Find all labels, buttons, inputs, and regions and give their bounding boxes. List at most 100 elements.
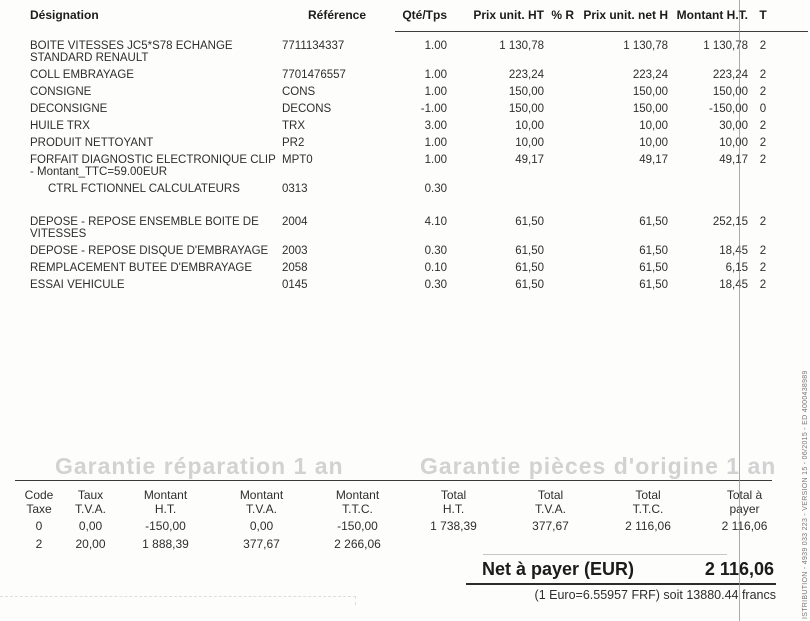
- line-tax-code: [748, 183, 778, 195]
- line-amount-ht: 18,45: [719, 279, 748, 291]
- header-underline: [395, 31, 808, 32]
- table-row: ESSAI VEHICULE 0145 0.30 61,50 61,50 18,…: [30, 279, 778, 291]
- line-reference: TRX: [282, 120, 305, 132]
- summary-total-ttc: [599, 537, 697, 551]
- summary-column-header: Total T.V.A.: [535, 488, 566, 516]
- line-qty: 0.10: [424, 262, 447, 274]
- line-amount-ht: 6,15: [725, 262, 748, 274]
- line-discount: [544, 86, 574, 98]
- summary-montant-tva: 377,67: [243, 537, 280, 551]
- line-reference: 2058: [282, 262, 308, 274]
- line-amount-ht: 252,15: [712, 216, 748, 228]
- table-row: HUILE TRX TRX 3.00 10,00 10,00 30,00 2: [30, 120, 778, 132]
- line-price-unit-ht: 223,24: [508, 69, 544, 81]
- column-header-price-unit-ht: Prix unit. HT: [473, 8, 544, 22]
- column-header-tax: T: [759, 8, 767, 22]
- line-price-unit-ht: 61,50: [515, 216, 544, 228]
- line-price-unit-ht: 150,00: [508, 86, 544, 98]
- summary-column-header: Total à payer: [727, 488, 763, 516]
- line-price-net: 61,50: [639, 245, 668, 257]
- line-qty: 3.00: [424, 120, 447, 132]
- line-tax-code: 2: [759, 216, 767, 228]
- line-discount: [544, 69, 574, 81]
- summary-total-tva: 377,67: [532, 519, 569, 533]
- line-reference: 0313: [282, 183, 308, 195]
- net-a-payer-row: Net à payer (EUR) 2 116,06: [466, 555, 776, 585]
- line-tax-code: 2: [759, 86, 767, 98]
- line-designation: DEPOSE - REPOSE DISQUE D'EMBRAYAGE: [30, 245, 269, 257]
- line-tax-code: 2: [759, 120, 767, 132]
- table-row: COLL EMBRAYAGE 7701476557 1.00 223,24 22…: [30, 69, 778, 81]
- line-tax-code: 2: [759, 137, 767, 149]
- line-amount-ht: 223,24: [712, 69, 748, 81]
- column-header-discount: % R: [551, 8, 574, 22]
- line-price-net: 10,00: [639, 120, 668, 132]
- summary-column-header: Montant T.V.A.: [239, 488, 284, 516]
- line-price-net: 10,00: [639, 137, 668, 149]
- column-header-amount-ht: Montant H.T.: [676, 8, 748, 22]
- line-tax-code: 2: [759, 245, 767, 257]
- line-price-net: [574, 183, 668, 195]
- line-price-net: 223,24: [632, 69, 668, 81]
- line-price-unit-ht: 150,00: [508, 103, 544, 115]
- summary-montant-ttc: -150,00: [337, 519, 378, 533]
- line-price-unit-ht: 61,50: [515, 245, 544, 257]
- table-row: CONSIGNE CONS 1.00 150,00 150,00 150,00 …: [30, 86, 778, 98]
- line-discount: [544, 103, 574, 115]
- line-reference: PR2: [282, 137, 305, 149]
- line-discount: [544, 245, 574, 257]
- line-price-net: 61,50: [639, 216, 668, 228]
- line-reference: CONS: [282, 86, 316, 98]
- franc-conversion-note: (1 Euro=6.55957 FRF) soit 13880.44 franc…: [534, 588, 776, 602]
- line-discount: [544, 137, 574, 149]
- summary-column-header: Montant T.T.C.: [335, 488, 380, 516]
- line-reference: 7711134337: [282, 40, 345, 52]
- line-price-unit-ht: 10,00: [515, 137, 544, 149]
- summary-total-ttc: 2 116,06: [625, 519, 671, 533]
- line-discount: [544, 120, 574, 132]
- column-header-qty: Qté/Tps: [402, 8, 447, 22]
- summary-montant-ttc: 2 266,06: [334, 537, 381, 551]
- line-qty: 1.00: [424, 137, 447, 149]
- summary-column-header: Montant H.T.: [143, 488, 188, 516]
- table-row: DEPOSE - REPOSE ENSEMBLE BOITE DE VITESS…: [30, 216, 778, 240]
- line-price-unit-ht: 1 130,78: [499, 40, 544, 52]
- summary-total-ht: [405, 537, 502, 551]
- line-reference: 7701476557: [282, 69, 346, 81]
- line-qty: 1.00: [424, 40, 447, 52]
- column-header-reference: Référence: [307, 8, 367, 22]
- line-amount-ht: [668, 183, 748, 195]
- line-tax-code: 2: [759, 40, 767, 52]
- line-designation: FORFAIT DIAGNOSTIC ELECTRONIQUE CLIP - M…: [30, 154, 276, 178]
- line-qty: 0.30: [424, 245, 447, 257]
- table-row: CTRL FCTIONNEL CALCULATEURS 0313 0.30: [30, 183, 778, 195]
- table-row: DECONSIGNE DECONS -1.00 150,00 150,00 -1…: [30, 103, 778, 115]
- line-tax-code: 0: [759, 103, 767, 115]
- line-reference: 2003: [282, 245, 308, 257]
- summary-total-a-payer: [697, 537, 792, 551]
- line-amount-ht: 1 130,78: [703, 40, 748, 52]
- line-amount-ht: 30,00: [719, 120, 748, 132]
- summary-total-tva: [502, 537, 599, 551]
- summary-montant-ht: 1 888,39: [142, 537, 189, 551]
- summary-row: 2 20,00 1 888,39 377,67 2 266,06: [15, 537, 792, 551]
- line-designation: COLL EMBRAYAGE: [30, 69, 134, 81]
- line-price-unit-ht: 49,17: [515, 154, 544, 166]
- line-qty: 0.30: [424, 183, 447, 195]
- line-price-net: 61,50: [639, 279, 668, 291]
- line-price-unit-ht: 61,50: [515, 279, 544, 291]
- line-designation: ESSAI VEHICULE: [30, 279, 125, 291]
- line-price-unit-ht: 10,00: [515, 120, 544, 132]
- summary-column-header: Code Taxe: [24, 488, 54, 516]
- line-designation: HUILE TRX: [30, 120, 90, 132]
- invoice-table-header: Désignation Référence Qté/Tps Prix unit.…: [30, 8, 778, 22]
- table-row: BOITE VITESSES JC5*S78 ECHANGE STANDARD …: [30, 40, 778, 64]
- faint-dashed-tick: [355, 596, 356, 605]
- line-designation: DECONSIGNE: [30, 103, 108, 115]
- line-price-net: 1 130,78: [623, 40, 668, 52]
- line-designation: PRODUIT NETTOYANT: [30, 137, 154, 149]
- watermark-garantie-pieces: Garantie pièces d'origine 1 an: [420, 453, 777, 479]
- line-amount-ht: 18,45: [719, 245, 748, 257]
- line-price-net: 49,17: [639, 154, 668, 166]
- net-top-rule: [483, 554, 727, 555]
